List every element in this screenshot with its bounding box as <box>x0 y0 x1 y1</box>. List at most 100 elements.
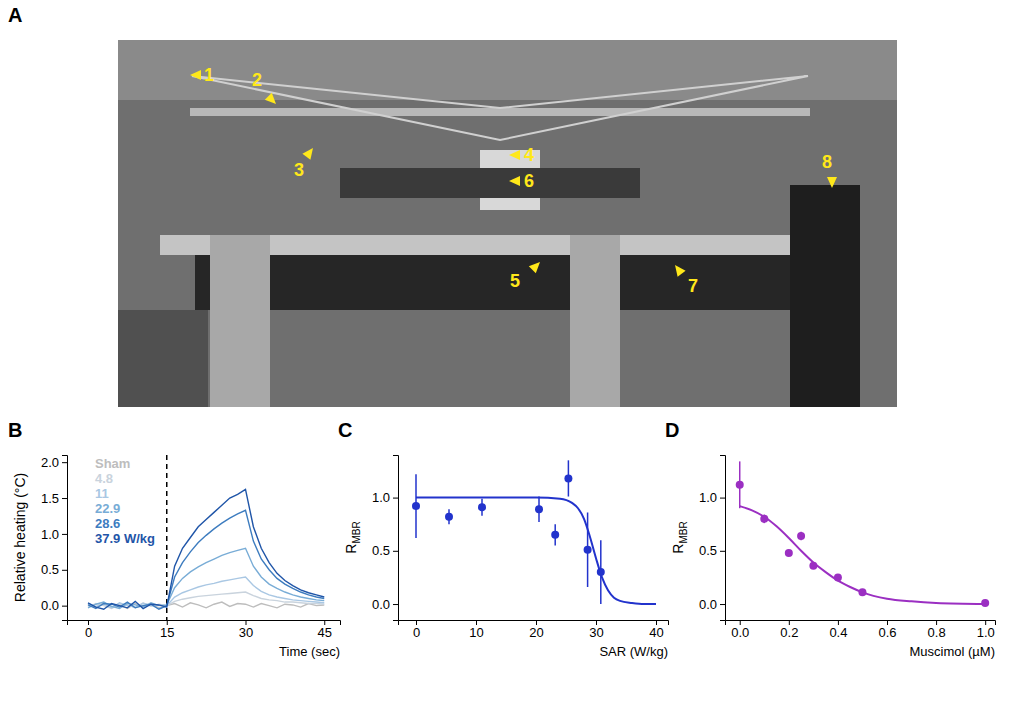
tick-mark <box>720 498 725 499</box>
photo-shape <box>790 185 860 407</box>
annotation-label: 1 <box>204 65 214 85</box>
panel-a: A12345678 <box>8 4 897 407</box>
data-point <box>535 505 543 513</box>
tick-label: 0.5 <box>41 562 59 577</box>
tick-label: 30 <box>239 625 253 640</box>
data-point <box>412 502 420 510</box>
tick-label: 0.8 <box>928 625 946 640</box>
tick-label: 45 <box>318 625 332 640</box>
tick-mark <box>720 604 725 605</box>
annotation-label: 7 <box>688 276 698 296</box>
y-axis-title-sub: MBR <box>678 521 689 543</box>
y-axis-title-main: R <box>343 544 359 554</box>
annotation-arrow <box>675 265 686 277</box>
tick: 0.0 <box>699 597 725 612</box>
axis-line <box>62 456 68 621</box>
figure: A1234567801530450.00.51.01.52.0BTime (se… <box>0 0 1012 719</box>
tick: 15 <box>160 620 174 640</box>
tick: 1.0 <box>977 620 995 640</box>
tick: 0.2 <box>780 620 798 640</box>
annotation-arrow <box>529 262 540 273</box>
tick: 0.8 <box>928 620 946 640</box>
tick-label: 30 <box>589 625 603 640</box>
data-point <box>551 531 559 539</box>
tick: 1.0 <box>41 527 67 542</box>
data-point <box>736 481 744 489</box>
legend-entry: Sham <box>95 456 130 471</box>
tick: 30 <box>589 620 603 640</box>
tick-label: 1.5 <box>41 491 59 506</box>
tick-label: 1.0 <box>977 625 995 640</box>
tick-label: 1.0 <box>372 490 390 505</box>
data-point <box>785 549 793 557</box>
photo-shape <box>192 76 808 140</box>
photo-frame <box>118 40 897 407</box>
tick: 0 <box>85 620 92 640</box>
tick: 0.6 <box>878 620 896 640</box>
data-point <box>564 474 572 482</box>
tick: 0.0 <box>372 597 398 612</box>
data-point <box>760 515 768 523</box>
tick-label: 15 <box>160 625 174 640</box>
tick-label: 0 <box>85 625 92 640</box>
panel-letter: B <box>8 419 22 441</box>
tick-label: 0 <box>413 625 420 640</box>
tick-label: 2.0 <box>41 455 59 470</box>
axis: 0.00.51.01.52.0 <box>41 455 68 621</box>
plot-area <box>736 461 989 607</box>
tick: 0.4 <box>829 620 847 640</box>
tick: 0.5 <box>41 562 67 577</box>
tick-mark <box>62 498 67 499</box>
axis: 0 15 30 45 <box>68 620 341 640</box>
tick-label: 0.2 <box>780 625 798 640</box>
axis: 0.00.51.0 <box>699 456 726 621</box>
legend-entry: 37.9 W/kg <box>95 531 155 546</box>
photo-shape <box>190 108 810 116</box>
axis-line <box>393 456 399 621</box>
panel-letter: A <box>8 4 22 26</box>
tick: 1.0 <box>699 490 725 505</box>
tick: 2.0 <box>41 455 67 470</box>
tick-label: 0.6 <box>878 625 896 640</box>
photo-shape <box>118 310 208 407</box>
tick-mark <box>393 498 398 499</box>
tick-mark <box>720 551 725 552</box>
tick: 20 <box>529 620 543 640</box>
tick-mark <box>62 606 67 607</box>
axis-line <box>720 456 726 621</box>
tick: 0 <box>413 620 420 640</box>
data-point <box>445 513 453 521</box>
legend-entry: 4.8 <box>95 471 113 486</box>
legend: Sham4.81122.928.637.9 W/kg <box>95 456 155 546</box>
data-point <box>981 599 989 607</box>
fit-curve <box>740 506 985 604</box>
photo-shape <box>118 40 897 100</box>
tick-mark <box>62 570 67 571</box>
tick-mark <box>62 462 67 463</box>
tick-mark <box>62 534 67 535</box>
photo-shape <box>340 168 640 198</box>
tick-label: 1.0 <box>41 527 59 542</box>
annotation-arrow <box>265 93 276 104</box>
tick-label: 0.0 <box>699 597 717 612</box>
x-axis-title: Muscimol (µM) <box>910 644 995 659</box>
series-line <box>88 510 324 609</box>
annotation-label: 2 <box>252 70 262 90</box>
annotation-arrow <box>190 70 201 80</box>
panel-letter: C <box>338 419 352 441</box>
legend-entry: 28.6 <box>95 516 120 531</box>
panel-b: 01530450.00.51.01.52.0BTime (sec)Relativ… <box>8 419 341 659</box>
tick: 45 <box>318 620 332 640</box>
data-point <box>858 588 866 596</box>
x-axis-title: Time (sec) <box>279 644 340 659</box>
tick-label: 10 <box>469 625 483 640</box>
axis-line <box>68 621 341 626</box>
tick-label: 0.5 <box>372 543 390 558</box>
reference-line <box>166 455 168 620</box>
fit-curve <box>416 498 656 604</box>
tick-mark <box>393 551 398 552</box>
data-point <box>478 503 486 511</box>
legend-entry: 22.9 <box>95 501 120 516</box>
tick: 0.0 <box>731 620 749 640</box>
axis-line <box>726 621 996 626</box>
